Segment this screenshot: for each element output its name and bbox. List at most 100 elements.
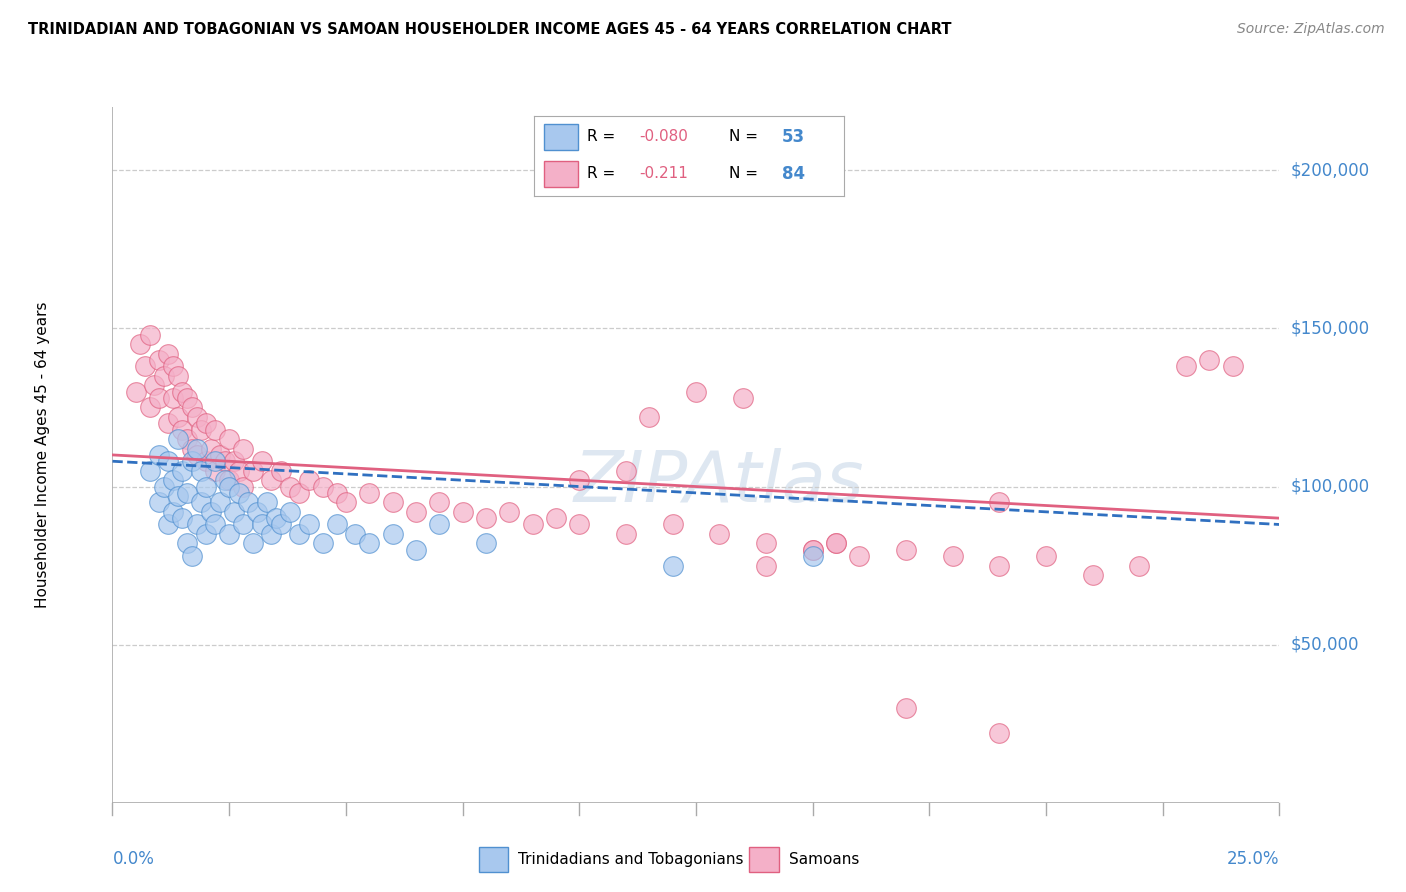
Point	[180, 401, 202, 415]
Point	[755, 558, 778, 573]
Bar	[544, 161, 578, 186]
Point	[614, 527, 637, 541]
Point	[180, 442, 202, 456]
Point	[162, 473, 184, 487]
Point	[222, 505, 245, 519]
Point	[125, 384, 148, 399]
Point	[194, 479, 217, 493]
Point	[172, 423, 194, 437]
Point	[405, 542, 427, 557]
Point	[359, 536, 381, 550]
Point	[522, 517, 544, 532]
Point	[359, 486, 381, 500]
Text: -0.080: -0.080	[640, 129, 689, 145]
Point	[153, 368, 176, 383]
Text: $50,000: $50,000	[1291, 636, 1360, 654]
Point	[325, 486, 347, 500]
Point	[1222, 359, 1244, 374]
Point	[186, 448, 208, 462]
Text: Trinidadians and Tobagonians: Trinidadians and Tobagonians	[517, 853, 744, 867]
Text: N =: N =	[730, 129, 763, 145]
Point	[166, 489, 188, 503]
Point	[988, 558, 1011, 573]
Point	[270, 464, 292, 478]
Point	[894, 701, 917, 715]
Point	[236, 495, 259, 509]
Point	[176, 486, 198, 500]
Text: N =: N =	[730, 166, 763, 181]
Point	[166, 368, 188, 383]
Point	[278, 505, 301, 519]
Point	[180, 454, 202, 468]
Point	[232, 479, 254, 493]
Point	[568, 473, 591, 487]
Point	[190, 423, 212, 437]
Point	[661, 558, 683, 573]
Point	[988, 495, 1011, 509]
Point	[194, 527, 217, 541]
Point	[894, 542, 917, 557]
Point	[256, 495, 278, 509]
Point	[162, 391, 184, 405]
Point	[148, 448, 170, 462]
Point	[755, 536, 778, 550]
Point	[942, 549, 965, 563]
Point	[260, 527, 283, 541]
Point	[194, 454, 217, 468]
Point	[204, 423, 226, 437]
Point	[288, 527, 311, 541]
Point	[801, 549, 824, 563]
Point	[228, 486, 250, 500]
Point	[1198, 353, 1220, 368]
Text: ZIPAtlas: ZIPAtlas	[574, 449, 865, 517]
Point	[208, 448, 231, 462]
Point	[214, 473, 236, 487]
Point	[200, 442, 222, 456]
Point	[222, 454, 245, 468]
Point	[186, 517, 208, 532]
Point	[180, 549, 202, 563]
Point	[190, 464, 212, 478]
Point	[176, 432, 198, 446]
Bar	[478, 847, 509, 872]
Point	[232, 442, 254, 456]
Text: $150,000: $150,000	[1291, 319, 1369, 337]
Point	[129, 337, 152, 351]
Point	[139, 464, 162, 478]
Point	[162, 505, 184, 519]
Point	[143, 378, 166, 392]
Point	[246, 505, 269, 519]
Point	[848, 549, 870, 563]
Point	[166, 432, 188, 446]
Point	[176, 536, 198, 550]
Text: Source: ZipAtlas.com: Source: ZipAtlas.com	[1237, 22, 1385, 37]
Point	[172, 511, 194, 525]
Point	[218, 473, 240, 487]
Point	[1081, 568, 1104, 582]
Point	[134, 359, 156, 374]
Point	[153, 479, 176, 493]
Point	[194, 417, 217, 431]
Point	[264, 511, 287, 525]
Point	[311, 536, 333, 550]
Text: $100,000: $100,000	[1291, 477, 1369, 496]
Point	[825, 536, 848, 550]
Point	[250, 454, 273, 468]
Text: 84: 84	[782, 165, 804, 183]
Text: TRINIDADIAN AND TOBAGONIAN VS SAMOAN HOUSEHOLDER INCOME AGES 45 - 64 YEARS CORRE: TRINIDADIAN AND TOBAGONIAN VS SAMOAN HOU…	[28, 22, 952, 37]
Point	[427, 495, 450, 509]
Point	[405, 505, 427, 519]
Point	[208, 495, 231, 509]
Text: $200,000: $200,000	[1291, 161, 1369, 179]
Bar	[544, 124, 578, 150]
Point	[381, 527, 404, 541]
Text: 0.0%: 0.0%	[112, 850, 155, 868]
Point	[475, 536, 498, 550]
Text: 53: 53	[782, 128, 804, 145]
Point	[242, 536, 264, 550]
Point	[228, 464, 250, 478]
Text: Householder Income Ages 45 - 64 years: Householder Income Ages 45 - 64 years	[35, 301, 51, 608]
Point	[139, 401, 162, 415]
Point	[685, 384, 707, 399]
Point	[568, 517, 591, 532]
